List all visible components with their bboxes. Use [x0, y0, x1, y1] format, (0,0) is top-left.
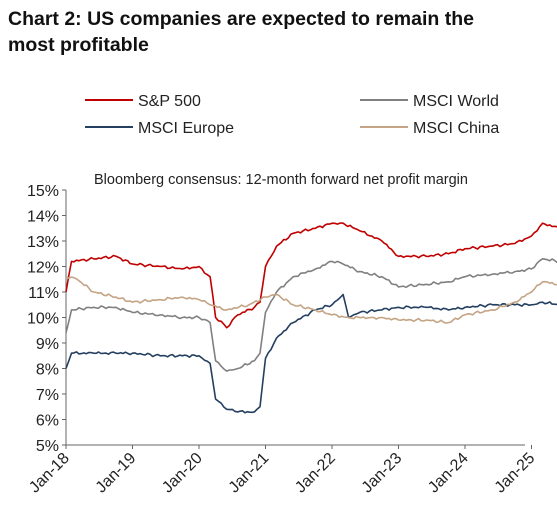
chart-title-line-1: Chart 2: US companies are expected to re…	[8, 8, 474, 30]
y-tick-label: 10%	[27, 311, 59, 328]
chart-subtitle: Bloomberg consensus: 12-month forward ne…	[94, 172, 468, 188]
y-tick-label: 8%	[36, 362, 59, 379]
x-tick-label: Jan-25	[492, 450, 539, 497]
y-tick-label: 6%	[36, 413, 59, 430]
legend-label-msci-world: MSCI World	[413, 93, 499, 110]
y-tick-label: 12%	[27, 260, 59, 277]
series-lines	[65, 222, 557, 414]
y-tick-label: 7%	[36, 387, 59, 404]
y-tick-label: 11%	[28, 285, 59, 302]
x-tick-label: Jan-20	[159, 450, 206, 497]
y-tick-label: 15%	[27, 183, 59, 200]
y-tick-label: 5%	[36, 438, 59, 455]
x-tick-label: Jan-21	[226, 450, 273, 497]
x-tick-label: Jan-23	[359, 450, 406, 497]
y-tick-label: 9%	[36, 336, 59, 353]
x-tick-label: Jan-18	[26, 450, 73, 497]
y-tick-label: 14%	[27, 209, 59, 226]
legend-label-msci-europe: MSCI Europe	[138, 120, 234, 137]
x-tick-label: Jan-19	[93, 450, 140, 497]
series-line-msci-china	[65, 275, 557, 324]
x-tick-label: Jan-24	[425, 450, 472, 497]
chart-title: Chart 2: US companies are expected to re…	[8, 6, 553, 58]
series-line-msci-europe	[65, 293, 557, 414]
series-line-s-p-500	[65, 222, 557, 329]
x-tick-label: Jan-22	[292, 450, 339, 497]
legend-label-msci-china: MSCI China	[413, 120, 499, 137]
y-tick-label: 13%	[27, 234, 59, 251]
axes: 5% 6% 7% 8% 9% 10% 11% 12% 13% 14% 15% Jan-18 Jan-19…	[26, 183, 538, 496]
legend: S&P 500 MSCI World MSCI Europe MSCI China	[85, 93, 499, 137]
legend-label-s-p-500: S&P 500	[138, 93, 201, 110]
chart-title-line-2: most profitable	[8, 34, 149, 56]
series-line-msci-world	[65, 258, 557, 372]
